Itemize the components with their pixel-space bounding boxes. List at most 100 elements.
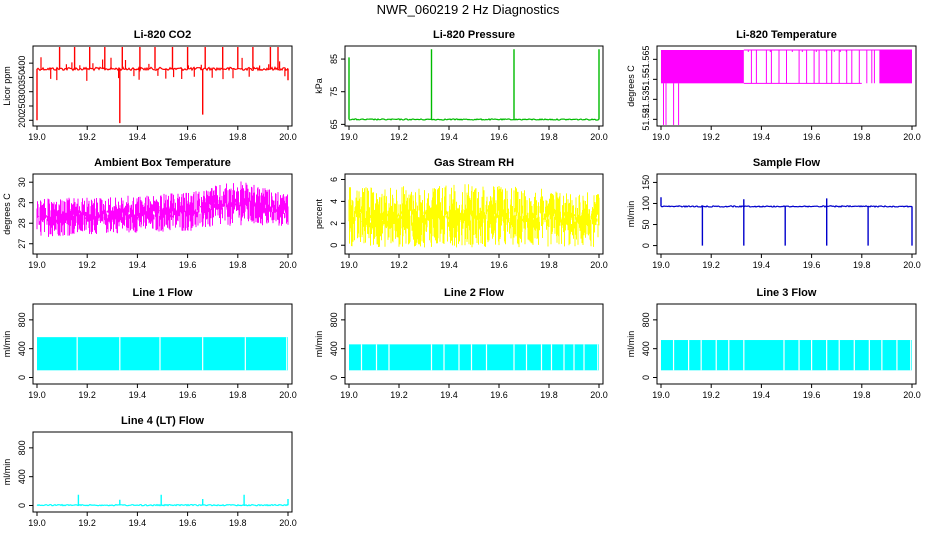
chart-title: Li-820 Pressure — [433, 29, 515, 41]
chart-title: Sample Flow — [753, 157, 821, 169]
y-axis-label: percent — [314, 198, 324, 229]
y-tick-label: 400 — [17, 56, 27, 71]
y-tick-label: 200 — [17, 113, 27, 128]
y-tick-label: 800 — [17, 440, 27, 455]
x-tick-label: 19.6 — [179, 518, 197, 528]
y-tick-label: 27 — [17, 239, 27, 249]
x-tick-label: 19.6 — [179, 390, 197, 400]
x-tick-label: 19.0 — [28, 132, 46, 142]
x-tick-label: 19.4 — [753, 132, 771, 142]
y-axis-label: degrees C — [626, 65, 636, 107]
series-line — [36, 181, 289, 237]
y-tick-label: 0 — [329, 375, 339, 380]
y-tick-label: 800 — [641, 312, 651, 327]
x-tick-label: 19.0 — [340, 260, 358, 270]
series-line — [747, 50, 860, 84]
chart-panel-1: Li-820 CO2 Licor ppm 19.0 19.2 19.4 19.6 19.8 2… — [2, 29, 297, 142]
chart-panel-5: Gas Stream RH percent 19.0 19.2 19.4 19.6 19.8… — [314, 157, 608, 270]
x-tick-label: 19.2 — [702, 260, 720, 270]
chart-title: Gas Stream RH — [434, 157, 514, 169]
x-tick-label: 19.8 — [853, 260, 871, 270]
x-tick-label: 19.0 — [652, 260, 670, 270]
y-tick-label: 0 — [641, 375, 651, 380]
x-tick-label: 19.8 — [229, 260, 247, 270]
y-tick-label: 400 — [641, 341, 651, 356]
series-line — [36, 57, 289, 81]
x-tick-label: 19.6 — [490, 132, 508, 142]
y-axis-label: ml/min — [314, 331, 324, 358]
y-tick-label: 350 — [17, 70, 27, 85]
plot-frame — [344, 173, 604, 255]
chart-panel-6: Sample Flow ml/min 19.0 19.2 19.4 19.6 19.8 20.… — [626, 157, 921, 270]
x-tick-label: 20.0 — [590, 390, 608, 400]
y-tick-label: 85 — [329, 54, 339, 64]
x-tick-label: 19.8 — [540, 132, 558, 142]
y-tick-label: 0 — [17, 375, 27, 380]
x-tick-label: 19.0 — [28, 518, 46, 528]
x-tick-label: 19.6 — [803, 132, 821, 142]
plot-frame — [656, 45, 917, 127]
x-tick-label: 19.4 — [129, 518, 147, 528]
x-tick-label: 20.0 — [279, 260, 297, 270]
chart-title: Li-820 Temperature — [736, 29, 837, 41]
y-tick-label: 75 — [329, 87, 339, 97]
x-tick-label: 19.8 — [853, 390, 871, 400]
x-tick-label: 19.8 — [229, 518, 247, 528]
x-tick-label: 19.2 — [702, 132, 720, 142]
x-tick-label: 19.2 — [78, 518, 96, 528]
x-tick-label: 19.8 — [229, 390, 247, 400]
series-line — [663, 50, 875, 125]
y-tick-label: 300 — [17, 84, 27, 99]
x-tick-label: 20.0 — [279, 132, 297, 142]
y-tick-label: 100 — [641, 196, 651, 211]
x-tick-label: 19.2 — [78, 132, 96, 142]
y-tick-label: 51.535 — [641, 86, 651, 114]
x-tick-label: 19.0 — [340, 132, 358, 142]
x-tick-label: 19.0 — [652, 390, 670, 400]
x-tick-label: 19.4 — [129, 390, 147, 400]
series-spike — [348, 49, 600, 120]
x-tick-label: 19.4 — [129, 132, 147, 142]
chart-panel-7: Line 1 Flow ml/min 19.0 19.2 19.4 19.6 19.8 20.… — [2, 287, 297, 400]
x-tick-label: 19.6 — [490, 390, 508, 400]
x-tick-label: 20.0 — [590, 132, 608, 142]
chart-panel-2: Li-820 Pressure kPa 19.0 19.2 19.4 19.6 19.8 20… — [314, 29, 608, 142]
x-tick-label: 20.0 — [279, 390, 297, 400]
x-tick-label: 19.2 — [78, 390, 96, 400]
x-tick-label: 20.0 — [590, 260, 608, 270]
chart-title: Line 1 Flow — [133, 287, 193, 299]
x-tick-label: 19.2 — [390, 260, 408, 270]
x-tick-label: 19.6 — [803, 390, 821, 400]
x-tick-label: 20.0 — [903, 260, 921, 270]
x-tick-label: 19.4 — [440, 132, 458, 142]
chart-panel-9: Line 3 Flow ml/min 19.0 19.2 19.4 19.6 19.8 20.… — [626, 287, 921, 400]
series-spike — [36, 47, 289, 124]
plot-frame — [32, 173, 293, 255]
y-tick-label: 30 — [17, 177, 27, 187]
chart-panel-4: Ambient Box Temperature degrees C 19.0 19.2… — [2, 157, 297, 270]
x-tick-label: 20.0 — [903, 390, 921, 400]
plot-frame — [32, 431, 293, 513]
y-tick-label: 2 — [329, 221, 339, 226]
plot-frame — [344, 45, 604, 127]
x-tick-label: 19.2 — [390, 132, 408, 142]
series-band — [661, 340, 912, 371]
plot-frame — [344, 303, 604, 385]
series-line — [348, 184, 600, 248]
y-tick-label: 51.52 — [641, 108, 651, 131]
x-tick-label: 19.4 — [753, 260, 771, 270]
x-tick-label: 19.8 — [853, 132, 871, 142]
y-tick-label: 400 — [329, 341, 339, 356]
y-tick-label: 800 — [329, 312, 339, 327]
x-tick-label: 19.4 — [440, 390, 458, 400]
y-tick-label: 250 — [17, 98, 27, 113]
y-axis-label: ml/min — [626, 331, 636, 358]
y-axis-label: kPa — [314, 78, 324, 94]
y-tick-label: 0 — [17, 503, 27, 508]
y-tick-label: 400 — [17, 469, 27, 484]
x-tick-label: 19.2 — [390, 390, 408, 400]
y-axis-label: ml/min — [2, 331, 12, 358]
chart-panel-10: Line 4 (LT) Flow ml/min 19.0 19.2 19.4 19.6 19… — [2, 415, 297, 528]
y-tick-label: 51.55 — [641, 68, 651, 91]
